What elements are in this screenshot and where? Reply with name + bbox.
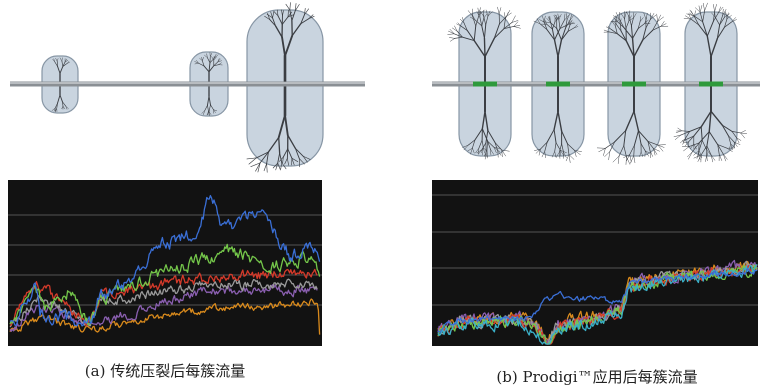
- caption: (b) Prodigi™应用后每簇流量: [496, 368, 697, 386]
- fracture-branch: [723, 154, 726, 161]
- fracture-branch: [448, 34, 455, 35]
- fracture-branch: [626, 157, 627, 165]
- fracture-branch: [678, 128, 682, 131]
- fracture-cluster: [597, 11, 668, 165]
- caption: (a) 传统压裂后每簇流量: [85, 362, 245, 380]
- fracture-branch: [700, 5, 702, 12]
- fracture-branch: [618, 156, 619, 164]
- fracture-branch: [715, 4, 717, 11]
- fracture-branch: [499, 8, 501, 14]
- fracture-branch: [613, 156, 619, 162]
- fracture-branch: [290, 3, 291, 10]
- fracture-branch: [634, 156, 635, 163]
- fracture-cluster: [532, 12, 584, 163]
- fracture-branch: [741, 133, 747, 134]
- fracture-branch: [450, 38, 454, 41]
- fracture-branch: [683, 146, 689, 151]
- fracture-branch: [723, 154, 727, 159]
- fracture-branch: [286, 4, 290, 10]
- fracture-branch: [713, 4, 714, 11]
- fracture-branch: [497, 7, 499, 14]
- fracture-branch: [703, 3, 704, 11]
- fracture-cluster: [247, 3, 323, 173]
- chart-panel: [8, 180, 322, 346]
- fracture-branch: [484, 38, 485, 56]
- fracture-branch: [705, 3, 708, 11]
- fracture-branch: [741, 133, 745, 138]
- fracture-branch: [741, 130, 746, 133]
- fracture-branch: [449, 37, 454, 38]
- fracture-branch: [450, 29, 454, 34]
- fracture-branch: [279, 137, 280, 153]
- fracture-diagrams: [10, 3, 760, 173]
- fracture-branch: [657, 14, 658, 21]
- fracture-branch: [626, 157, 629, 164]
- fracture-branch: [514, 26, 521, 28]
- fracture-branch: [264, 164, 267, 171]
- figure: (a) 传统压裂后每簇流量 (b) Prodigi™应用后每簇流量: [0, 0, 760, 390]
- fracture-branch: [448, 31, 454, 34]
- fracture-branch: [267, 164, 268, 173]
